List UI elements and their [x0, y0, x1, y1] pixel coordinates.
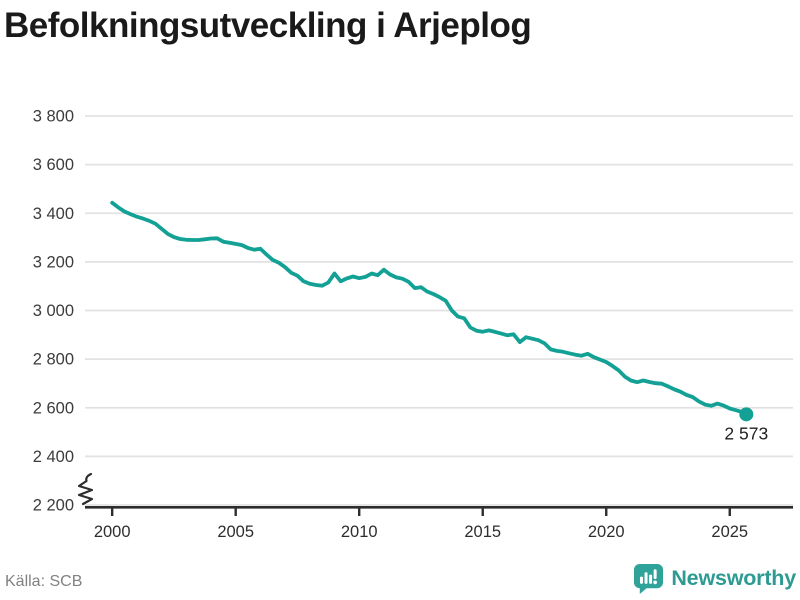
- chart-title: Befolkningsutveckling i Arjeplog: [4, 6, 532, 45]
- y-tick-label: 2 200: [33, 497, 74, 515]
- y-tick-label: 2 800: [33, 351, 74, 369]
- y-tick-label: 3 800: [33, 108, 74, 126]
- newsworthy-logo-icon: [634, 563, 664, 594]
- population-series-line: [110, 200, 749, 417]
- x-tick-label: 2020: [588, 523, 625, 541]
- latest-value-label: 2 573: [724, 423, 768, 443]
- x-tick-label: 2005: [217, 523, 254, 541]
- y-tick-label: 3 200: [33, 253, 74, 271]
- x-tick-label: 2015: [464, 523, 501, 541]
- source-note: Källa: SCB: [5, 573, 83, 590]
- y-tick-label: 2 400: [33, 448, 74, 466]
- y-tick-label: 3 600: [33, 156, 74, 174]
- x-tick-label: 2000: [94, 523, 131, 541]
- x-tick-label: 2010: [341, 523, 378, 541]
- newsworthy-wordmark: Newsworthy: [671, 566, 796, 590]
- y-tick-label: 3 000: [33, 302, 74, 320]
- y-tick-label: 3 400: [33, 205, 74, 223]
- y-tick-label: 2 600: [33, 399, 74, 417]
- axis-break-icon: [77, 472, 94, 506]
- x-tick-label: 2025: [711, 523, 748, 541]
- latest-value-dot: [739, 407, 754, 422]
- newsworthy-brand-link[interactable]: Newsworthy: [633, 563, 796, 594]
